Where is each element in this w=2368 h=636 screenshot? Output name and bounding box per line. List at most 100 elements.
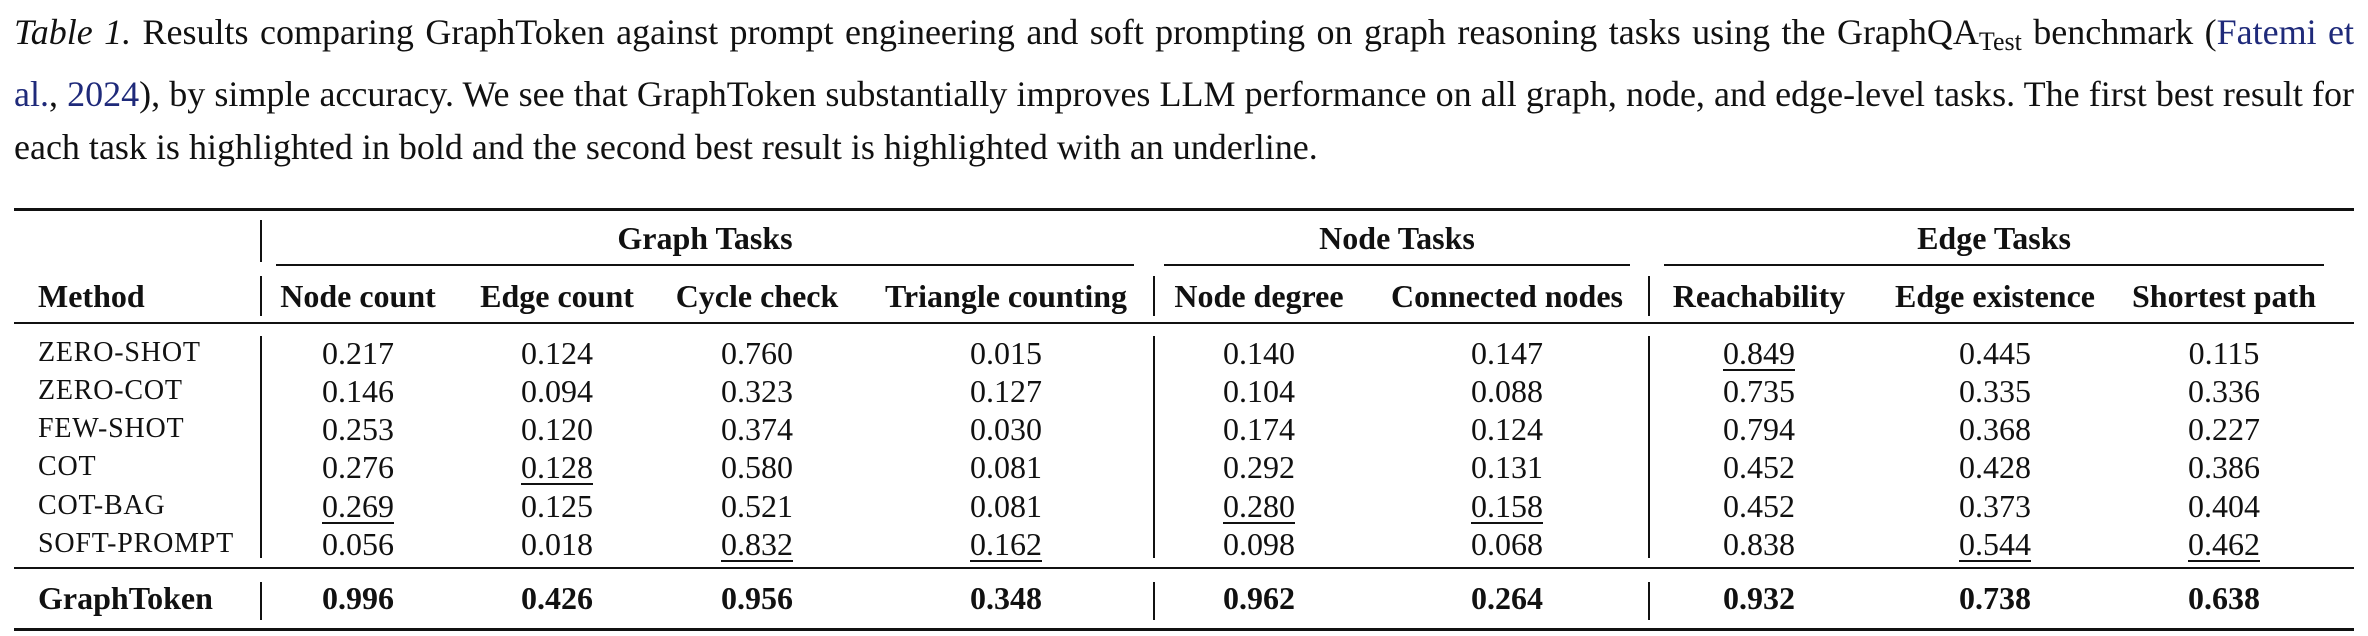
table-cell-connected-nodes: 0.124	[1471, 411, 1543, 447]
table-cell-shortest-path: 0.462	[2188, 526, 2260, 562]
table-cell-edge-existence: 0.544	[1959, 526, 2031, 562]
table-cell-connected-nodes: 0.158	[1471, 488, 1543, 524]
edge-tasks-rule	[1664, 264, 2324, 266]
table-cell-shortest-path: 0.386	[2188, 449, 2260, 485]
vsep-edge-best	[1648, 582, 1650, 620]
table-cell-triangle-counting: 0.162	[970, 526, 1042, 562]
column-header-reachability: Reachability	[1672, 278, 1846, 314]
table-cell-edge-existence: 0.445	[1959, 335, 2031, 371]
table-caption: Table 1. Results comparing GraphToken ag…	[14, 6, 2354, 174]
best-cell-cycle-check: 0.956	[721, 580, 793, 616]
method-name: ZERO-SHOT	[38, 337, 201, 368]
caption-label: Table 1.	[14, 12, 132, 52]
table-cell-cycle-check: 0.323	[721, 373, 793, 409]
best-cell-triangle-counting: 0.348	[970, 580, 1042, 616]
graph-tasks-rule	[276, 264, 1134, 266]
table-bottom-rule	[14, 628, 2354, 631]
best-cell-connected-nodes: 0.264	[1471, 580, 1543, 616]
group-header-edge: Edge Tasks	[1917, 220, 2071, 256]
caption-subscript: Test	[1978, 27, 2022, 56]
vsep-node-body	[1153, 336, 1155, 558]
table-cell-shortest-path: 0.227	[2188, 411, 2260, 447]
table-cell-connected-nodes: 0.131	[1471, 449, 1543, 485]
table-cell-node-degree: 0.104	[1223, 373, 1295, 409]
group-header-graph: Graph Tasks	[617, 220, 793, 256]
best-cell-edge-count: 0.426	[521, 580, 593, 616]
table-cell-node-count: 0.269	[322, 488, 394, 524]
column-header-shortest-path: Shortest path	[2131, 278, 2316, 314]
table-cell-reachability: 0.735	[1723, 373, 1795, 409]
caption-text-1: Results comparing GraphToken against pro…	[131, 12, 1979, 52]
node-tasks-rule	[1164, 264, 1630, 266]
vsep-edge-body	[1648, 336, 1650, 558]
table-cell-node-degree: 0.140	[1223, 335, 1295, 371]
vsep-method-header	[260, 276, 262, 316]
vsep-edge-header	[1648, 276, 1650, 316]
method-name: COT	[38, 451, 97, 482]
header-bottom-rule	[14, 322, 2354, 324]
caption-cite-sep: ,	[48, 74, 68, 114]
vsep-method-body	[260, 336, 262, 558]
table-cell-triangle-counting: 0.015	[970, 335, 1042, 371]
table-cell-edge-existence: 0.368	[1959, 411, 2031, 447]
table-cell-triangle-counting: 0.030	[970, 411, 1042, 447]
caption-text-2: benchmark (	[2021, 12, 2217, 52]
table-cell-node-degree: 0.098	[1223, 526, 1295, 562]
table-cell-triangle-counting: 0.081	[970, 449, 1042, 485]
table-cell-reachability: 0.452	[1723, 449, 1795, 485]
table-cell-shortest-path: 0.404	[2188, 488, 2260, 524]
column-header-node-degree: Node degree	[1174, 278, 1344, 314]
table-cell-edge-count: 0.125	[521, 488, 593, 524]
table-cell-cycle-check: 0.760	[721, 335, 793, 371]
method-header: Method	[38, 278, 145, 314]
table-cell-node-count: 0.146	[322, 373, 394, 409]
method-name: ZERO-COT	[38, 375, 183, 406]
vsep-node-best	[1153, 582, 1155, 620]
method-name: SOFT-PROMPT	[38, 528, 235, 559]
table-cell-node-count: 0.276	[322, 449, 394, 485]
vsep-node-header	[1153, 276, 1155, 316]
table-cell-reachability: 0.849	[1723, 335, 1795, 371]
table-cell-edge-count: 0.018	[521, 526, 593, 562]
table-cell-edge-count: 0.124	[521, 335, 593, 371]
vsep-method-top	[260, 220, 262, 262]
table-top-rule	[14, 208, 2354, 211]
table-cell-edge-count: 0.094	[521, 373, 593, 409]
best-cell-node-degree: 0.962	[1223, 580, 1295, 616]
table-cell-edge-count: 0.128	[521, 449, 593, 485]
table-cell-reachability: 0.794	[1723, 411, 1795, 447]
table-cell-shortest-path: 0.336	[2188, 373, 2260, 409]
table-cell-triangle-counting: 0.081	[970, 488, 1042, 524]
table-cell-node-degree: 0.174	[1223, 411, 1295, 447]
vsep-method-best	[260, 582, 262, 620]
table-cell-connected-nodes: 0.147	[1471, 335, 1543, 371]
table-cell-connected-nodes: 0.068	[1471, 526, 1543, 562]
table-cell-node-degree: 0.280	[1223, 488, 1295, 524]
column-header-triangle-counting: Triangle counting	[884, 278, 1128, 314]
table-cell-node-count: 0.253	[322, 411, 394, 447]
method-name: COT-BAG	[38, 490, 166, 521]
table-cell-cycle-check: 0.832	[721, 526, 793, 562]
table-cell-cycle-check: 0.580	[721, 449, 793, 485]
citation-author-link[interactable]: Fatemi et al.	[14, 12, 2355, 114]
column-header-cycle-check: Cycle check	[675, 278, 839, 314]
caption-text-3: ), by simple accuracy. We see that Graph…	[14, 74, 2354, 167]
column-header-connected-nodes: Connected nodes	[1390, 278, 1623, 314]
table-cell-reachability: 0.838	[1723, 526, 1795, 562]
table-cell-reachability: 0.452	[1723, 488, 1795, 524]
column-header-edge-count: Edge count	[480, 278, 634, 314]
table-cell-node-count: 0.056	[322, 526, 394, 562]
table-cell-triangle-counting: 0.127	[970, 373, 1042, 409]
table-cell-edge-existence: 0.373	[1959, 488, 2031, 524]
column-header-edge-existence: Edge existence	[1895, 278, 2095, 314]
best-cell-edge-existence: 0.738	[1959, 580, 2031, 616]
table-cell-cycle-check: 0.521	[721, 488, 793, 524]
best-cell-shortest-path: 0.638	[2188, 580, 2260, 616]
column-header-node-count: Node count	[280, 278, 436, 314]
group-header-node: Node Tasks	[1319, 220, 1475, 256]
table-cell-edge-count: 0.120	[521, 411, 593, 447]
citation-year-link[interactable]: 2024	[67, 74, 140, 114]
best-method-name: GraphToken	[38, 580, 213, 616]
table-cell-node-degree: 0.292	[1223, 449, 1295, 485]
table-cell-shortest-path: 0.115	[2188, 335, 2260, 371]
